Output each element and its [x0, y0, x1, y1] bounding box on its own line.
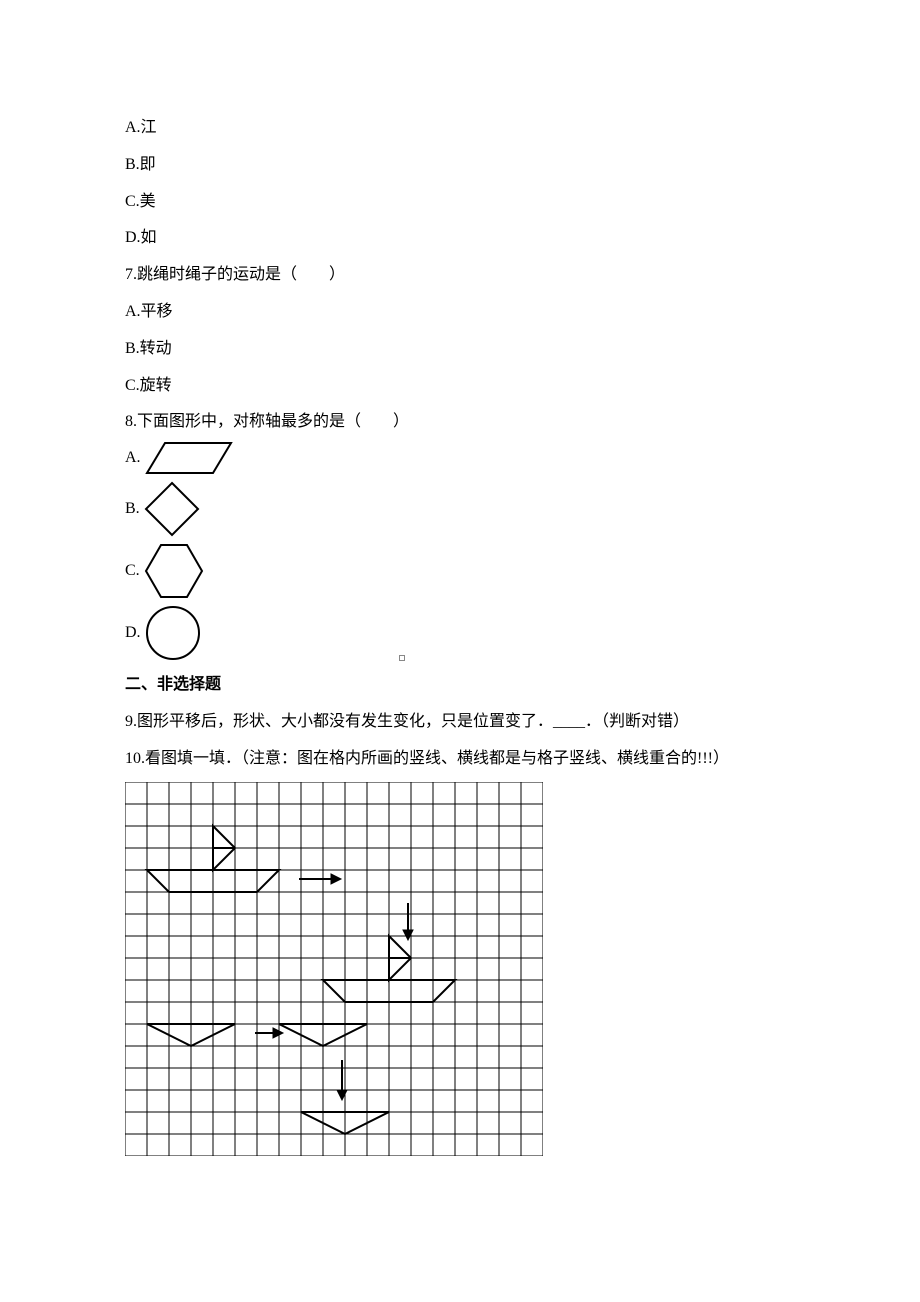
q7-stem: 7.跳绳时绳子的运动是（ ）: [125, 257, 795, 294]
q6-option-b: B.即: [125, 147, 795, 184]
q8-option-d: D.: [125, 605, 795, 661]
q9-stem: 9.图形平移后，形状、大小都没有发生变化，只是位置变了．____．（判断对错）: [125, 704, 795, 741]
q7-option-b: B.转动: [125, 331, 795, 368]
parallelogram-icon: [145, 441, 233, 475]
grid-diagram: [125, 782, 543, 1156]
q8-label-d: D.: [125, 625, 141, 641]
square-rotated-icon: [144, 481, 200, 537]
q7-option-c: C.旋转: [125, 368, 795, 405]
q8-label-b: B.: [125, 501, 140, 517]
circle-icon: [145, 605, 201, 661]
q8-option-c: C.: [125, 543, 795, 599]
q8-option-b: B.: [125, 481, 795, 537]
q8-label-a: A.: [125, 450, 141, 466]
q8-label-c: C.: [125, 563, 140, 579]
q10-grid-figure: [125, 782, 795, 1156]
q7-option-a: A.平移: [125, 294, 795, 331]
q8-option-a: A.: [125, 441, 795, 475]
page-marker-icon: [399, 655, 405, 661]
hexagon-icon: [144, 543, 204, 599]
q10-stem: 10.看图填一填．（注意：图在格内所画的竖线、横线都是与格子竖线、横线重合的!!…: [125, 741, 795, 778]
q6-option-d: D.如: [125, 220, 795, 257]
q8-stem: 8.下面图形中，对称轴最多的是（ ）: [125, 404, 795, 441]
q6-option-a: A.江: [125, 110, 795, 147]
q6-option-c: C.美: [125, 184, 795, 221]
section-2-header: 二、非选择题: [125, 667, 795, 704]
